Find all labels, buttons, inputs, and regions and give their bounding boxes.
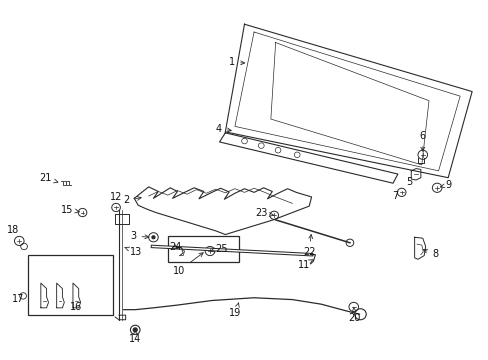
Text: 22: 22 xyxy=(303,235,315,257)
Text: 3: 3 xyxy=(130,231,148,241)
Text: 18: 18 xyxy=(7,225,20,235)
Text: 4: 4 xyxy=(215,124,231,134)
Text: 14: 14 xyxy=(129,330,141,344)
Text: 16: 16 xyxy=(70,302,82,312)
Text: 7: 7 xyxy=(391,191,398,201)
Text: 19: 19 xyxy=(229,303,241,318)
Text: 25: 25 xyxy=(210,244,227,254)
Text: 2: 2 xyxy=(123,195,141,205)
Bar xyxy=(28,255,113,315)
Text: 6: 6 xyxy=(419,131,425,151)
Text: 11: 11 xyxy=(298,260,313,270)
Text: 21: 21 xyxy=(40,174,58,183)
Text: 5: 5 xyxy=(405,177,411,186)
Bar xyxy=(167,236,238,262)
Text: 15: 15 xyxy=(61,204,79,215)
Text: 1: 1 xyxy=(229,58,244,67)
Text: 23: 23 xyxy=(255,208,273,218)
Text: 17: 17 xyxy=(12,294,24,304)
Circle shape xyxy=(133,328,137,332)
Text: 8: 8 xyxy=(423,249,438,260)
Text: 9: 9 xyxy=(439,180,451,190)
Text: 12: 12 xyxy=(110,192,122,202)
Text: 13: 13 xyxy=(125,247,142,257)
Text: 24: 24 xyxy=(168,242,181,252)
Circle shape xyxy=(152,236,155,239)
Text: 10: 10 xyxy=(172,253,203,276)
Text: 20: 20 xyxy=(348,307,360,323)
